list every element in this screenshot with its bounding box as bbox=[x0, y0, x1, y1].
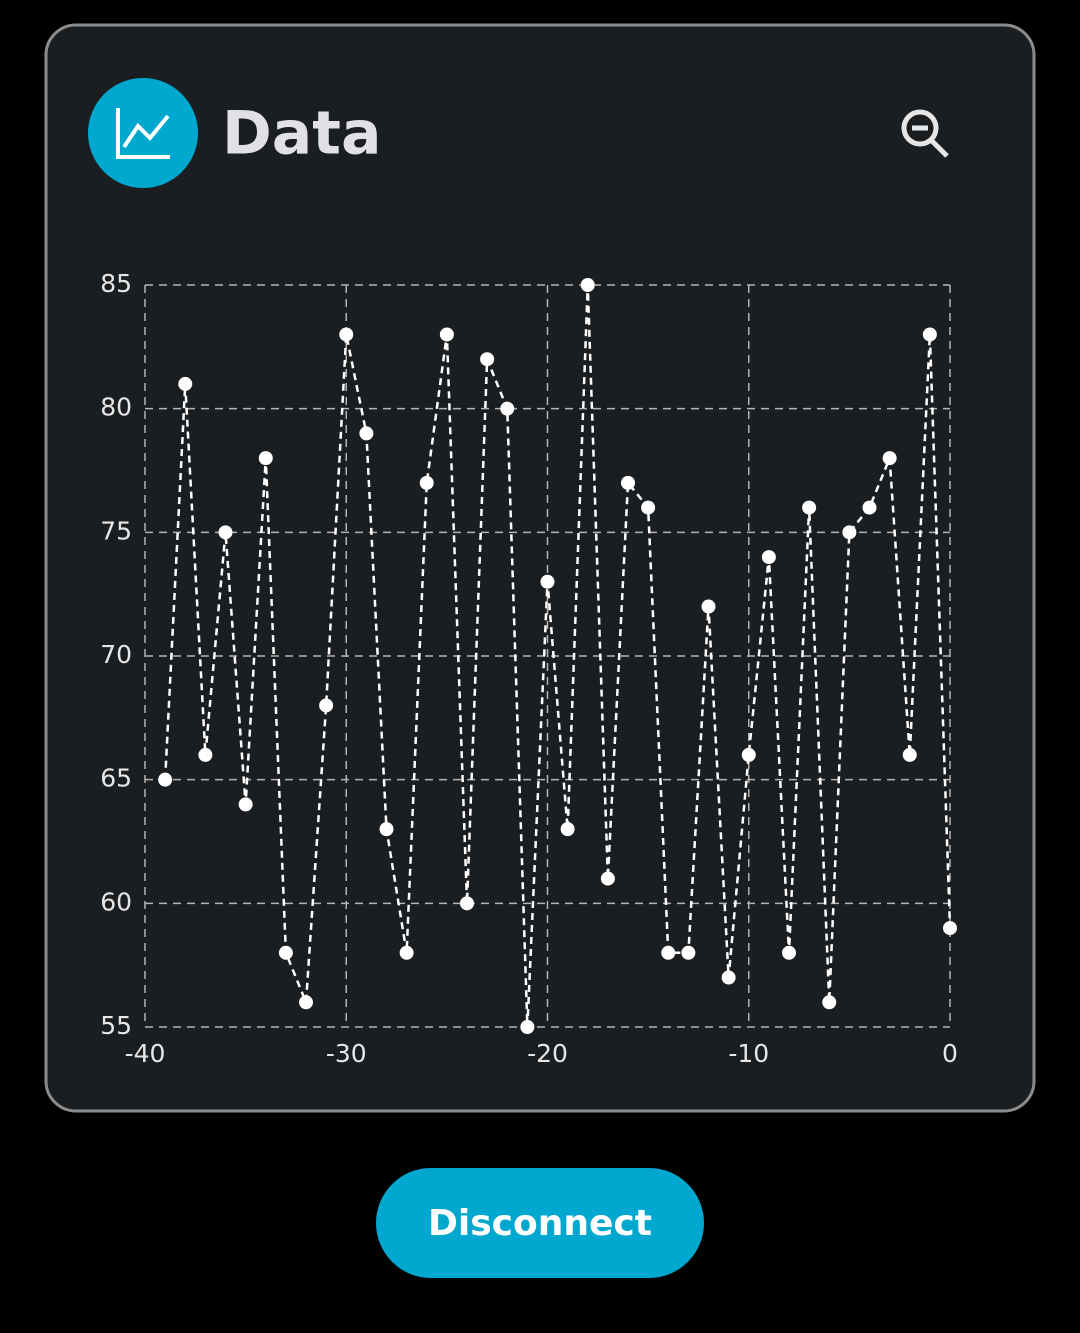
data-point bbox=[943, 921, 957, 936]
data-point bbox=[741, 747, 756, 762]
card bbox=[44, 23, 1036, 1113]
y-tick-label: 85 bbox=[100, 269, 132, 298]
data-point bbox=[460, 896, 474, 911]
data-point bbox=[902, 747, 917, 762]
data-point bbox=[520, 1020, 535, 1034]
disconnect-label[interactable]: Disconnect bbox=[428, 1203, 652, 1244]
data-point bbox=[359, 426, 374, 441]
data-point bbox=[721, 970, 736, 985]
data-point bbox=[158, 772, 173, 787]
data-point bbox=[681, 945, 696, 960]
zoom-out-button[interactable] bbox=[901, 109, 949, 158]
data-point bbox=[379, 822, 394, 837]
y-tick-label: 80 bbox=[100, 393, 132, 422]
x-tick-label: -10 bbox=[728, 1039, 769, 1068]
data-point bbox=[419, 475, 434, 490]
data-point bbox=[822, 995, 837, 1010]
data-point bbox=[600, 871, 615, 886]
x-tick-label: 0 bbox=[942, 1039, 958, 1068]
data-point bbox=[701, 599, 716, 614]
data-point bbox=[319, 698, 334, 713]
data-point bbox=[540, 574, 555, 589]
data-point bbox=[882, 451, 897, 466]
data-point bbox=[299, 995, 313, 1010]
data-point bbox=[439, 327, 454, 342]
data-point bbox=[258, 451, 273, 466]
x-tick-label: -20 bbox=[527, 1039, 568, 1068]
data-point bbox=[922, 327, 937, 342]
data-point bbox=[500, 401, 515, 416]
data-point bbox=[661, 945, 676, 960]
data-point bbox=[621, 475, 635, 490]
data-point bbox=[278, 945, 293, 960]
data-point bbox=[238, 797, 253, 812]
data-point bbox=[842, 525, 857, 540]
data-point bbox=[641, 500, 656, 515]
data-point bbox=[218, 525, 233, 540]
y-tick-label: 60 bbox=[100, 887, 132, 916]
data-point bbox=[862, 500, 877, 515]
data-point bbox=[782, 945, 796, 960]
data-line bbox=[163, 284, 952, 1028]
y-tick-label: 70 bbox=[100, 640, 132, 669]
y-tick-label: 75 bbox=[100, 516, 132, 545]
data-point bbox=[560, 822, 575, 837]
data-point bbox=[580, 278, 595, 292]
data-point bbox=[198, 747, 213, 762]
data-point bbox=[761, 550, 776, 565]
x-tick-label: -30 bbox=[326, 1039, 367, 1068]
y-tick-label: 65 bbox=[100, 764, 132, 793]
y-tick-label: 55 bbox=[100, 1011, 132, 1040]
data-point bbox=[178, 376, 193, 391]
data-point bbox=[480, 352, 495, 367]
data-point bbox=[802, 500, 817, 515]
chart-icon-glyph bbox=[116, 108, 170, 159]
disconnect-button[interactable] bbox=[376, 1168, 704, 1278]
x-tick-label: -40 bbox=[125, 1039, 166, 1068]
data-point bbox=[339, 327, 354, 342]
title: Data bbox=[222, 99, 381, 169]
plot: 55 60 65 70 75 80 85 -40 -30 -20 -10 0 bbox=[100, 269, 958, 1068]
data-point bbox=[399, 945, 414, 960]
